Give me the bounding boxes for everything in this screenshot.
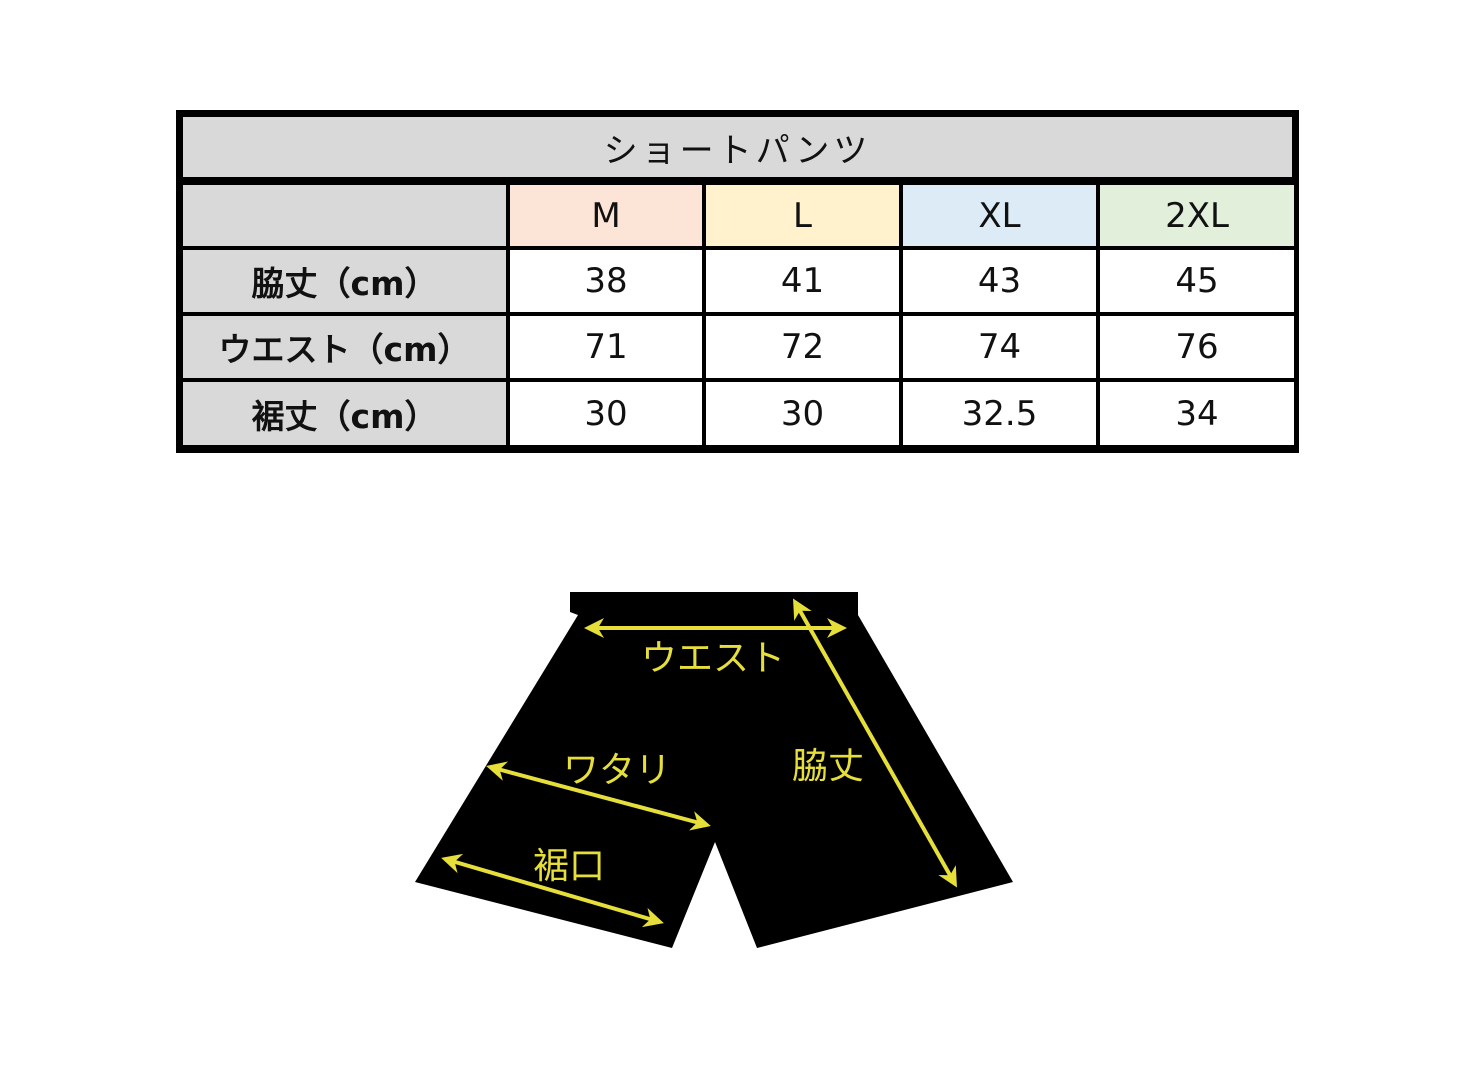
- size-header-2xl: 2XL: [1100, 185, 1294, 246]
- side-length-arrow: [793, 598, 957, 888]
- size-header-l: L: [706, 185, 899, 246]
- side-length-label: 脇丈: [792, 746, 864, 787]
- thigh-label: ワタリ: [563, 750, 671, 791]
- size-table: ショートパンツ M L XL 2XL 脇丈（cm） 38 41 43 45 ウエ…: [176, 110, 1299, 453]
- table-cell: 34: [1100, 382, 1294, 445]
- hem-arrow: [441, 853, 664, 928]
- table-cell: 30: [706, 382, 899, 445]
- row-label-waist: ウエスト（cm）: [183, 316, 506, 378]
- table-title: ショートパンツ: [183, 117, 1292, 177]
- hem-label: 裾口: [533, 846, 605, 887]
- size-header-xl: XL: [903, 185, 1096, 246]
- table-cell: 41: [706, 250, 899, 312]
- table-cell: 72: [706, 316, 899, 378]
- row-label-side-length: 脇丈（cm）: [183, 250, 506, 312]
- table-cell: 45: [1100, 250, 1294, 312]
- table-cell: 76: [1100, 316, 1294, 378]
- table-cell: 38: [510, 250, 702, 312]
- table-cell: 74: [903, 316, 1096, 378]
- table-cell: 71: [510, 316, 702, 378]
- table-cell: 43: [903, 250, 1096, 312]
- thigh-arrow: [486, 761, 711, 831]
- corner-cell: [183, 185, 506, 246]
- size-grid: M L XL 2XL 脇丈（cm） 38 41 43 45 ウエスト（cm） 7…: [183, 185, 1294, 445]
- table-cell: 30: [510, 382, 702, 445]
- table-cell: 32.5: [903, 382, 1096, 445]
- size-header-m: M: [510, 185, 702, 246]
- waist-label: ウエスト: [641, 638, 785, 679]
- row-label-hem-length: 裾丈（cm）: [183, 382, 506, 445]
